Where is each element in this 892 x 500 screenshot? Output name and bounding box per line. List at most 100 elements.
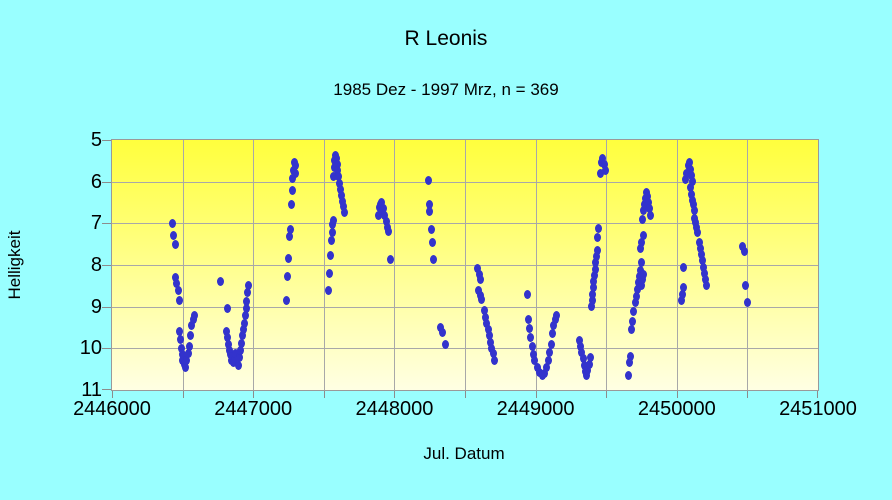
data-point [382, 216, 390, 226]
data-point [333, 159, 341, 169]
data-point [697, 250, 705, 260]
x-axis-tick [253, 391, 255, 398]
data-point [242, 304, 250, 314]
data-point [437, 323, 445, 332]
data-point [475, 285, 483, 295]
data-point [701, 275, 709, 285]
data-point [480, 306, 488, 316]
data-point [631, 298, 639, 307]
data-point [644, 198, 652, 207]
data-point [695, 237, 703, 247]
data-point [381, 210, 389, 220]
data-point [640, 200, 648, 210]
data-point [685, 158, 693, 168]
data-point [184, 348, 192, 358]
data-point [680, 283, 688, 293]
x-axis-tick [394, 391, 396, 398]
data-point [679, 262, 687, 272]
data-point [692, 218, 700, 227]
data-point [690, 200, 698, 210]
data-point [224, 339, 232, 349]
data-point [243, 297, 251, 307]
data-point [286, 225, 294, 235]
data-point [578, 348, 586, 357]
data-point [533, 362, 541, 372]
x-axis-tick [676, 391, 678, 398]
data-point [291, 161, 299, 171]
data-point [589, 289, 597, 299]
data-point [328, 228, 336, 237]
data-point [240, 318, 248, 328]
data-point [595, 223, 603, 233]
data-point [629, 316, 637, 326]
y-axis-tick-label: 10 [79, 337, 102, 360]
y-axis-tick [102, 223, 111, 225]
data-point [637, 243, 645, 253]
data-point [639, 275, 647, 285]
data-point [326, 268, 334, 278]
data-point [638, 258, 646, 268]
data-point [329, 215, 337, 225]
data-point [171, 239, 179, 249]
data-point [683, 168, 691, 178]
x-axis-tick-label: 2449000 [496, 398, 575, 420]
data-point [589, 283, 597, 293]
x-axis-tick [112, 391, 113, 398]
data-point [740, 247, 748, 257]
data-point [477, 275, 485, 285]
data-point [182, 362, 190, 372]
y-axis-tick [102, 265, 111, 266]
y-axis-tick-label: 9 [90, 295, 102, 318]
data-point [691, 205, 699, 215]
data-point [600, 159, 608, 169]
data-point [585, 359, 593, 369]
data-point [639, 206, 647, 216]
data-point [526, 323, 534, 333]
data-point [531, 356, 539, 366]
data-point [547, 339, 555, 349]
data-point [232, 348, 240, 358]
data-point [529, 350, 537, 360]
data-point [582, 370, 590, 380]
data-point [170, 230, 178, 240]
data-point [475, 269, 483, 279]
data-point [632, 291, 640, 301]
data-point [185, 341, 193, 351]
data-point [483, 318, 491, 328]
y-axis-tick [102, 389, 111, 390]
data-point [187, 331, 194, 341]
data-point [639, 231, 647, 241]
horizontal-gridline [112, 181, 818, 183]
data-point [682, 175, 690, 185]
data-point [553, 310, 561, 320]
data-point [481, 312, 489, 322]
data-point [330, 172, 338, 182]
data-point [429, 254, 437, 264]
data-point [698, 256, 706, 266]
data-point [550, 320, 558, 330]
data-point [525, 314, 533, 324]
x-axis-tick-label: 2450000 [637, 398, 716, 420]
data-point [239, 331, 247, 341]
x-axis-tick [606, 391, 608, 398]
data-point [647, 210, 655, 220]
data-point [375, 211, 383, 221]
y-axis-tick [102, 348, 111, 350]
data-point [626, 352, 634, 362]
data-point [625, 358, 633, 368]
data-point [325, 285, 333, 295]
data-point [425, 200, 433, 210]
data-point [577, 341, 585, 351]
data-point [174, 286, 182, 296]
data-point [742, 281, 750, 291]
y-axis-tick-label: 8 [90, 254, 102, 276]
data-point [245, 280, 253, 290]
data-point [337, 190, 345, 200]
data-point [341, 208, 349, 218]
y-axis-tick [102, 306, 111, 308]
y-axis-tick-label: 11 [81, 379, 102, 401]
data-point [694, 228, 702, 237]
data-point [700, 268, 708, 278]
data-point [643, 191, 651, 201]
data-point [638, 237, 646, 247]
